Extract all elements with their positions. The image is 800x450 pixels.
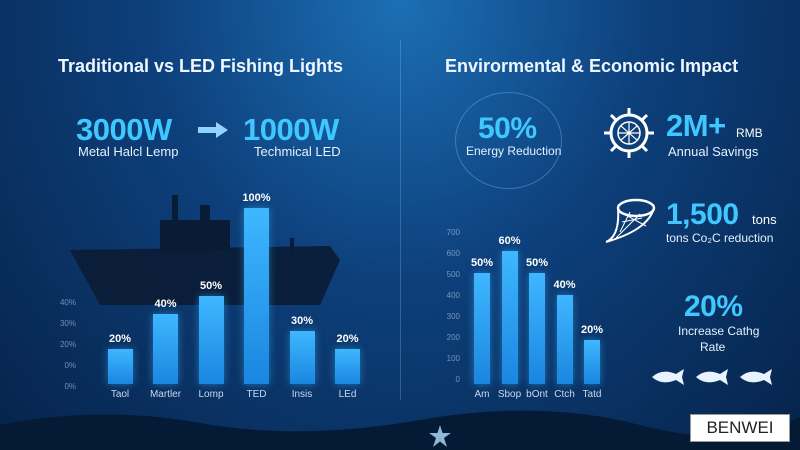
right-bar (584, 339, 600, 384)
left-category-label: Taol (110, 389, 130, 400)
brand-badge: BENWEI (690, 414, 790, 442)
left-category-label: TED (246, 389, 267, 400)
fish-icon (652, 369, 684, 385)
right-category-label: Am (474, 389, 490, 400)
left-bar (153, 313, 178, 384)
right-bar-value-label: 60% (498, 234, 521, 247)
left-bar-value-label: 20% (108, 332, 132, 345)
from-value: 3000W (76, 112, 172, 147)
right-y-tick: 300 (446, 312, 460, 321)
right-bar-value-label: 50% (525, 257, 549, 269)
catch-label-2: Rate (700, 340, 726, 354)
right-y-tick: 600 (446, 249, 460, 258)
left-y-tick: 40% (59, 298, 76, 307)
right-y-tick: 700 (446, 228, 460, 237)
catch-value: 20% (684, 290, 743, 323)
right-bar-value-label: 40% (553, 279, 576, 292)
right-bar (474, 273, 490, 384)
right-bar (556, 295, 573, 384)
section-divider (400, 40, 401, 400)
left-bar (198, 296, 224, 384)
seabed (0, 410, 800, 450)
right-category-label: Ctch (554, 389, 575, 400)
co2-label: tons Co₂C reduction (666, 231, 774, 245)
energy-ring (455, 92, 562, 189)
left-category-label: Martler (149, 389, 182, 400)
left-y-tick: 0% (64, 382, 76, 391)
right-y-tick: 400 (446, 291, 460, 300)
globe-wheel-icon (604, 108, 654, 158)
left-title: Traditional vs LED Fishing Lights (58, 56, 344, 76)
savings-unit: RMB (736, 126, 763, 140)
right-bar-value-label: 50% (470, 257, 494, 269)
left-y-tick: 0% (64, 361, 76, 370)
fish-icon (696, 369, 728, 385)
right-y-tick: 0 (455, 375, 460, 384)
right-y-tick: 200 (446, 333, 460, 342)
starfish-icon (429, 425, 451, 447)
co2-unit: tons (752, 212, 777, 227)
savings-label: Annual Savings (668, 144, 759, 159)
ship-silhouette (70, 195, 340, 305)
left-bar (244, 208, 269, 384)
savings-value: 2M+ (666, 108, 726, 143)
energy-label: Energy Reduction (466, 144, 562, 158)
left-y-tick: 30% (59, 319, 76, 328)
right-bar (501, 250, 518, 384)
left-bar-value-label: 100% (242, 192, 271, 204)
left-category-label: Insis (291, 389, 313, 400)
energy-value: 50% (478, 112, 537, 145)
fishing-net-icon (605, 198, 656, 243)
left-bar-value-label: 50% (199, 280, 223, 292)
to-label: Techmical LED (254, 144, 341, 159)
left-category-label: LEd (338, 389, 357, 400)
left-bar-value-label: 20% (336, 332, 359, 345)
co2-value: 1,500 (666, 198, 739, 231)
right-bar-value-label: 20% (580, 323, 604, 336)
right-title: Envirormental & Economic Impact (445, 56, 739, 76)
right-bar (529, 273, 545, 384)
left-y-tick: 20% (59, 340, 76, 349)
from-label: Metal Halcl Lemp (78, 144, 179, 159)
left-bar-value-label: 40% (154, 297, 177, 310)
right-category-label: bOnt (526, 389, 548, 400)
left-bar-value-label: 30% (290, 315, 314, 328)
catch-label-1: Increase Cathg (678, 324, 760, 338)
right-category-label: Sbop (497, 389, 522, 400)
left-bar (335, 348, 360, 384)
fish-icon (740, 369, 772, 385)
to-value: 1000W (243, 112, 339, 147)
left-category-label: Lomp (198, 389, 224, 400)
left-bar (107, 348, 133, 384)
right-y-tick: 500 (446, 270, 460, 279)
right-category-label: Tatd (582, 389, 602, 400)
right-y-tick: 100 (446, 354, 460, 363)
left-bar (289, 331, 315, 384)
arrow-right-icon (198, 122, 228, 138)
